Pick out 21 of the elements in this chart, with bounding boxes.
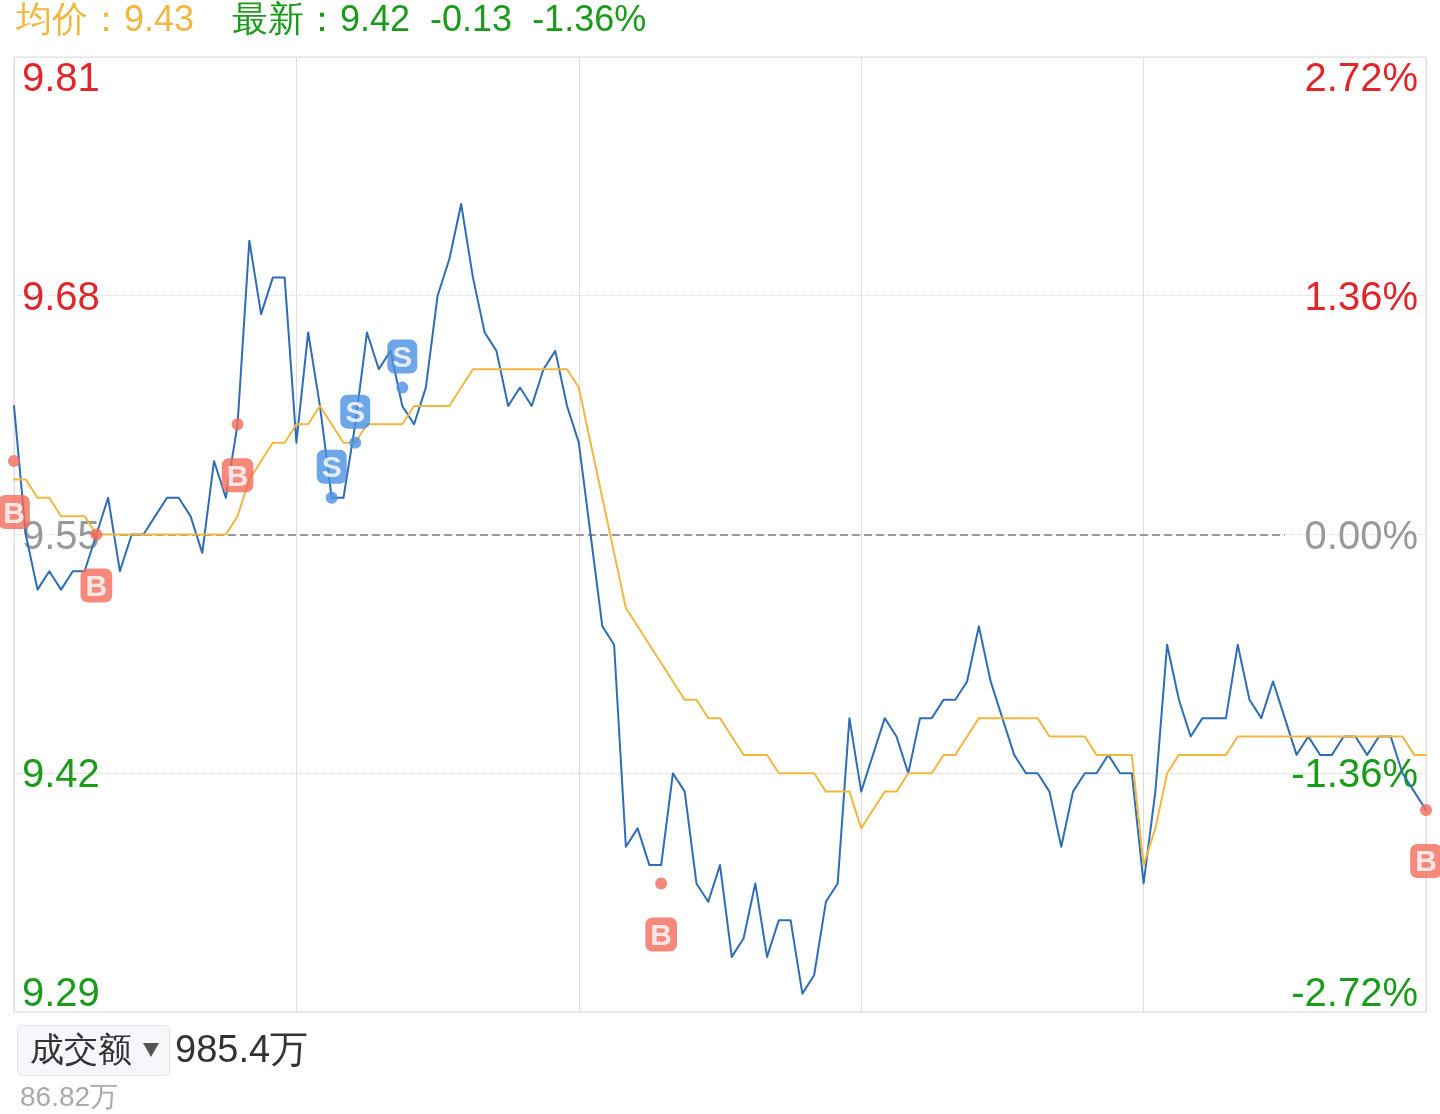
text: 均价：9.43 xyxy=(15,0,195,39)
y-tick-label: 9.42 xyxy=(22,751,100,796)
data-label: B xyxy=(650,917,672,951)
data-label: B xyxy=(1415,844,1437,878)
text: 成交额 xyxy=(30,1030,132,1068)
text: 86.82万 xyxy=(20,1080,119,1112)
y-tick-label: 9.68 xyxy=(22,273,100,318)
text: 985.4万 xyxy=(175,1028,309,1070)
data-label: S xyxy=(321,450,342,484)
data-label: S xyxy=(392,340,413,374)
data-label: B xyxy=(85,569,108,602)
text: 最新：9.42 -0.13 -1.36% xyxy=(232,0,647,39)
data-label: S xyxy=(345,395,366,429)
y-tick-label: 9.29 xyxy=(22,970,100,1014)
y2-tick-label: 2.72% xyxy=(1304,55,1418,99)
y2-tick-label: 1.36% xyxy=(1304,273,1418,318)
y2-tick-label: 0.00% xyxy=(1304,512,1418,557)
y2-tick-label: -2.72% xyxy=(1291,970,1418,1014)
data-label: B xyxy=(3,495,25,529)
y-tick-label: 9.81 xyxy=(22,55,100,99)
data-label: B xyxy=(226,458,249,492)
